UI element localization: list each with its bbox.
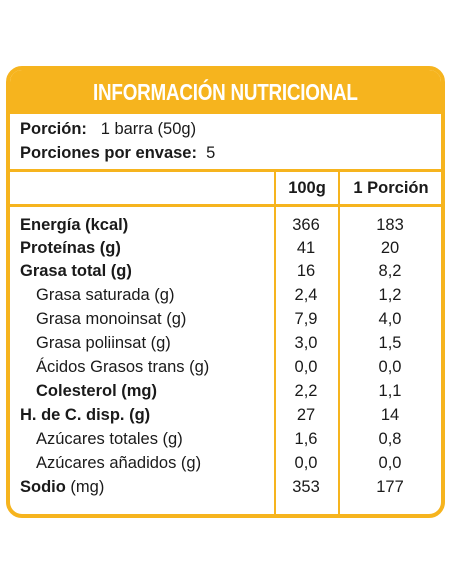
value-portion: 0,8 [378,430,402,448]
column-divider-1 [274,172,276,514]
nutrient-row: Grasa poliinsat (g) 3,0 1,5 [10,332,441,355]
nutrient-row: Sodio (mg) 353 177 [10,476,441,499]
nutrient-row: Ácidos Grasos trans (g) 0,0 0,0 [10,356,441,379]
value-100g: 2,2 [294,382,318,400]
nutrient-row: Colesterol (mg) 2,2 1,1 [10,380,441,403]
column-header-portion: 1 Porción [353,179,429,197]
value-portion: 1,2 [378,286,402,304]
nutrient-row: Proteínas (g) 41 20 [10,237,441,260]
value-portion: 4,0 [378,310,402,328]
nutrient-label: Ácidos Grasos trans (g) [36,358,210,376]
value-portion: 183 [376,216,404,234]
value-100g: 41 [296,239,316,257]
portion-line: Porción: 1 barra (50g) [20,120,196,139]
panel-header: INFORMACIÓN NUTRICIONAL [10,70,441,114]
nutrient-label: Azúcares totales (g) [36,430,183,448]
nutrient-label: Sodio (mg) [20,476,104,499]
column-divider-2 [338,172,340,514]
nutrient-label: Colesterol (mg) [36,382,158,400]
value-portion: 20 [380,239,400,257]
value-portion: 1,5 [378,334,402,352]
divider-header [10,204,441,207]
nutrient-row: H. de C. disp. (g) 27 14 [10,404,441,427]
nutrient-label: Energía (kcal) [20,216,129,234]
nutrient-label-unit: (mg) [65,478,105,496]
value-portion: 177 [376,478,404,496]
column-header-100g: 100g [288,179,326,197]
nutrient-row: Azúcares añadidos (g) 0,0 0,0 [10,452,441,475]
nutrient-row: Grasa monoinsat (g) 7,9 4,0 [10,308,441,331]
value-portion: 1,1 [378,382,402,400]
portion-value: 1 barra (50g) [100,120,197,138]
nutrient-label-bold: Sodio [20,478,66,496]
portion-label: Porción: [20,120,87,138]
divider-top [10,169,441,172]
nutrient-label: H. de C. disp. (g) [20,406,151,424]
nutrient-row: Energía (kcal) 366 183 [10,214,441,237]
servings-line: Porciones por envase: 5 [20,144,215,163]
nutrient-label: Azúcares añadidos (g) [36,454,202,472]
nutrient-row: Azúcares totales (g) 1,6 0,8 [10,428,441,451]
servings-label: Porciones por envase: [20,144,197,162]
nutrient-row: Grasa total (g) 16 8,2 [10,260,441,283]
value-100g: 16 [296,262,316,280]
nutrient-row: Grasa saturada (g) 2,4 1,2 [10,284,441,307]
panel-title: INFORMACIÓN NUTRICIONAL [93,78,358,105]
nutrient-label: Grasa saturada (g) [36,286,175,304]
nutrient-label: Proteínas (g) [20,239,121,257]
nutrient-label: Grasa total (g) [20,262,132,280]
value-100g: 0,0 [294,454,318,472]
value-100g: 1,6 [294,430,318,448]
value-100g: 0,0 [294,358,318,376]
value-100g: 366 [292,216,320,234]
servings-value: 5 [206,144,216,162]
value-portion: 8,2 [378,262,402,280]
value-portion: 0,0 [378,358,402,376]
nutrition-panel: INFORMACIÓN NUTRICIONAL Porción: 1 barra… [6,66,445,518]
value-100g: 27 [296,406,316,424]
value-100g: 353 [292,478,320,496]
value-100g: 2,4 [294,286,318,304]
nutrient-label: Grasa monoinsat (g) [36,310,187,328]
nutrient-label: Grasa poliinsat (g) [36,334,171,352]
value-100g: 7,9 [294,310,318,328]
value-100g: 3,0 [294,334,318,352]
value-portion: 14 [380,406,400,424]
value-portion: 0,0 [378,454,402,472]
